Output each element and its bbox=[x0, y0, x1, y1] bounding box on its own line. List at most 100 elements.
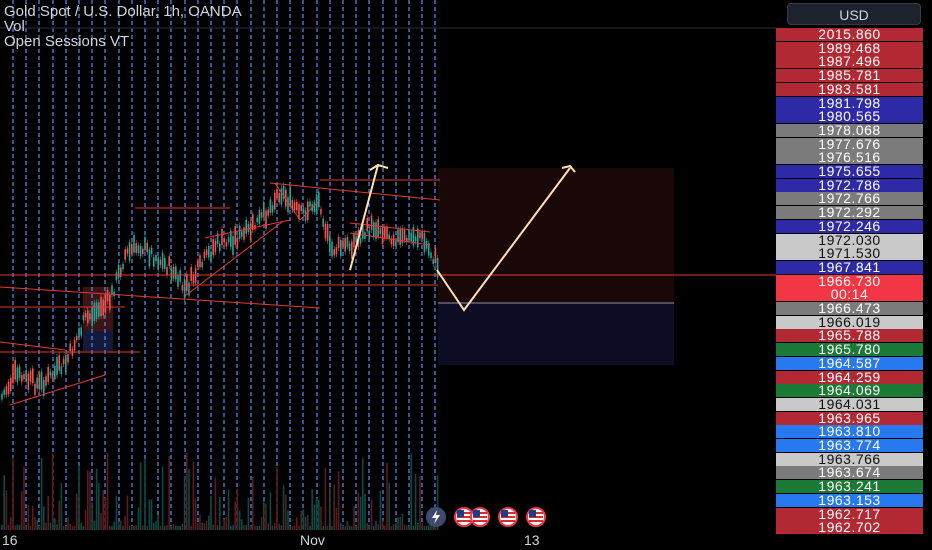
candle-body bbox=[276, 188, 278, 198]
candle-body bbox=[256, 217, 258, 223]
volume-bar bbox=[219, 497, 221, 530]
volume-bar bbox=[267, 523, 269, 530]
candle-body bbox=[23, 373, 25, 380]
volume-bar bbox=[115, 495, 118, 530]
candle-body bbox=[271, 205, 274, 213]
volume-bar bbox=[377, 524, 379, 530]
candle-body bbox=[87, 310, 89, 324]
price-label: 1963.241 bbox=[776, 479, 923, 494]
candle-body bbox=[274, 192, 276, 210]
price-label: 1975.655 bbox=[776, 164, 923, 178]
volume-bar bbox=[276, 467, 278, 530]
volume-bar bbox=[351, 525, 353, 530]
candle-body bbox=[5, 386, 8, 395]
volume-bar bbox=[362, 458, 364, 530]
candle-body bbox=[49, 371, 52, 376]
volume-bar bbox=[95, 468, 98, 530]
candle-body bbox=[100, 296, 102, 317]
candle-body bbox=[225, 242, 228, 247]
us-flag-icon[interactable] bbox=[526, 507, 546, 527]
range-box bbox=[83, 331, 113, 351]
candle-body bbox=[3, 389, 5, 395]
projection-arrow bbox=[561, 164, 576, 173]
price-label: 1977.676 bbox=[776, 137, 923, 151]
candle-body bbox=[232, 236, 234, 255]
candle-body bbox=[89, 313, 91, 320]
candle-body bbox=[98, 302, 100, 317]
price-label: 1967.841 bbox=[776, 260, 923, 274]
candle-body bbox=[362, 224, 364, 239]
price-label: 1962.702 bbox=[776, 520, 923, 535]
volume-indicator-label[interactable]: Vol bbox=[4, 18, 25, 35]
volume-bar bbox=[216, 525, 219, 530]
currency-button[interactable]: USD bbox=[787, 3, 921, 25]
price-label: 1963.774 bbox=[776, 438, 923, 452]
volume-bar bbox=[5, 490, 8, 530]
candle-body bbox=[221, 229, 223, 246]
candle-body bbox=[146, 242, 148, 252]
lightning-icon[interactable] bbox=[426, 507, 446, 527]
volume-bar bbox=[49, 522, 52, 530]
volume-bar bbox=[71, 526, 74, 530]
candle-body bbox=[390, 238, 393, 245]
candle-body bbox=[337, 237, 340, 248]
volume-bar bbox=[29, 525, 32, 530]
trend-line bbox=[349, 222, 431, 233]
candle-body bbox=[106, 289, 109, 302]
volume-bar bbox=[359, 496, 362, 530]
candle-body bbox=[280, 188, 283, 205]
symbol-title[interactable]: Gold Spot / U.S. Dollar, 1h, OANDA bbox=[4, 3, 242, 20]
price-scale[interactable]: 2015.860 1989.468 1987.496 1985.781 1983.581… bbox=[776, 27, 932, 535]
volume-bar bbox=[425, 525, 428, 530]
volume-bar bbox=[91, 502, 93, 530]
candle-body bbox=[216, 233, 219, 244]
candle-body bbox=[135, 243, 137, 253]
volume-bar bbox=[337, 471, 340, 530]
candle-body bbox=[65, 354, 67, 373]
candle-body bbox=[95, 302, 98, 319]
volume-bar bbox=[54, 518, 56, 530]
candle-body bbox=[419, 232, 421, 239]
candle-body bbox=[236, 237, 239, 248]
volume-bar bbox=[293, 525, 296, 530]
candle-body bbox=[82, 315, 85, 321]
candle-body bbox=[190, 267, 192, 281]
trend-line bbox=[184, 221, 283, 297]
candle-body bbox=[40, 371, 43, 390]
volume-bar bbox=[60, 483, 63, 530]
us-flag-icon[interactable] bbox=[498, 507, 518, 527]
candle-body bbox=[214, 240, 217, 253]
volume-bar bbox=[232, 525, 234, 530]
candle-body bbox=[84, 312, 87, 318]
candle-body bbox=[124, 249, 126, 260]
candle-body bbox=[412, 227, 415, 246]
volume-bar bbox=[124, 516, 126, 530]
candle-body bbox=[131, 244, 133, 255]
price-label: 1964.587 bbox=[776, 356, 923, 370]
candle-body bbox=[258, 209, 261, 224]
candle-body bbox=[210, 251, 212, 262]
candle-body bbox=[78, 328, 80, 338]
price-label: 1964.031 bbox=[776, 397, 923, 411]
volume-bar bbox=[381, 520, 384, 530]
candle-body bbox=[122, 263, 124, 270]
volume-bar bbox=[335, 508, 338, 530]
volume-bar bbox=[82, 525, 85, 530]
trend-line bbox=[274, 182, 301, 221]
volume-bar bbox=[344, 526, 346, 530]
volume-bar bbox=[84, 509, 87, 530]
volume-bar bbox=[386, 463, 388, 530]
sessions-indicator-label[interactable]: Open Sessions VT bbox=[4, 33, 130, 50]
candle-body bbox=[282, 185, 285, 199]
trend-line bbox=[299, 199, 321, 221]
time-axis[interactable]: 16 Nov 13 bbox=[0, 531, 776, 550]
us-flag-icon[interactable] bbox=[470, 507, 490, 527]
candle-body bbox=[186, 273, 188, 292]
volume-bar bbox=[238, 510, 241, 530]
volume-bar bbox=[38, 525, 41, 530]
price-label: 2015.860 bbox=[776, 27, 923, 41]
candle-body bbox=[60, 366, 63, 374]
time-label: Nov bbox=[300, 532, 325, 548]
candle-body bbox=[230, 230, 232, 247]
